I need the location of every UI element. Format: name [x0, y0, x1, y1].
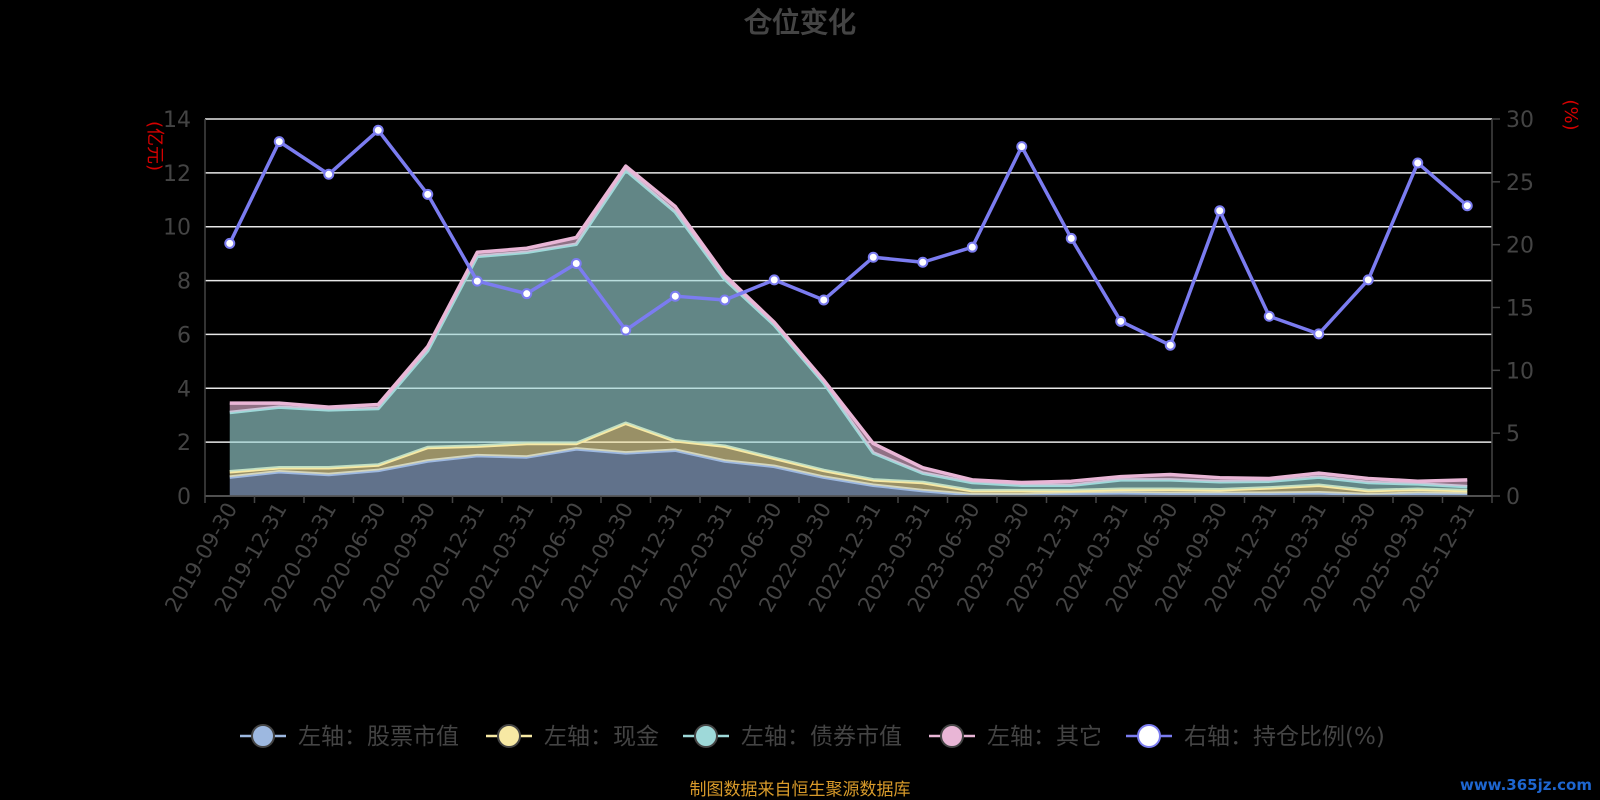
- axes: 024681012140510152025302019-09-302019-12…: [160, 108, 1534, 616]
- ratio-point: [323, 168, 335, 180]
- legend-item-1: 左轴：现金: [486, 724, 659, 750]
- ratio-point: [719, 294, 731, 306]
- legend-label: 左轴：现金: [544, 724, 659, 750]
- left-axis-tick-label: 2: [177, 431, 191, 456]
- ratio-point: [1313, 328, 1325, 340]
- legend-marker-icon: [940, 724, 964, 748]
- legend: 左轴：股票市值 左轴：现金 左轴：债券市值 左轴：其它 右轴：持仓比例(%): [240, 724, 1385, 750]
- left-axis-tick-label: 4: [177, 377, 191, 402]
- right-axis-unit: (%): [1560, 99, 1581, 130]
- right-axis-tick-label: 20: [1506, 234, 1534, 259]
- ratio-point: [867, 251, 879, 263]
- ratio-point: [521, 288, 533, 300]
- left-axis-tick-label: 10: [163, 216, 191, 241]
- legend-item-4: 右轴：持仓比例(%): [1126, 724, 1385, 750]
- ratio-point: [1362, 274, 1374, 286]
- ratio-line: [228, 128, 1469, 347]
- legend-label: 左轴：股票市值: [298, 724, 459, 750]
- area-fill-0: [229, 448, 1468, 496]
- ratio-point: [422, 188, 434, 200]
- right-axis-tick-label: 15: [1506, 297, 1534, 322]
- ratio-point: [570, 258, 582, 270]
- right-axis-tick-label: 25: [1506, 171, 1534, 196]
- legend-marker-icon: [694, 724, 718, 748]
- legend-item-2: 左轴：债券市值: [683, 724, 902, 750]
- left-axis-tick-label: 14: [163, 108, 191, 133]
- left-axis-tick-label: 12: [163, 162, 191, 187]
- right-axis-tick-label: 10: [1506, 359, 1534, 384]
- legend-item-3: 左轴：其它: [929, 724, 1102, 750]
- ratio-point: [224, 237, 236, 249]
- ratio-point: [273, 136, 285, 148]
- left-axis-tick-label: 6: [177, 323, 191, 348]
- ratio-point: [1263, 310, 1275, 322]
- ratio-point: [966, 241, 978, 253]
- watermark: www.365jz.com: [1459, 776, 1592, 794]
- ratio-point: [372, 124, 384, 136]
- legend-item-0: 左轴：股票市值: [240, 724, 459, 750]
- legend-marker-icon: [251, 724, 275, 748]
- ratio-point: [669, 290, 681, 302]
- ratio-point: [471, 275, 483, 287]
- right-axis-tick-label: 5: [1506, 422, 1520, 447]
- legend-label: 左轴：债券市值: [741, 724, 902, 750]
- left-axis-tick-label: 8: [177, 270, 191, 295]
- ratio-point: [1461, 200, 1473, 212]
- legend-label: 右轴：持仓比例(%): [1184, 724, 1385, 750]
- ratio-point: [818, 294, 830, 306]
- left-axis-unit: (亿元): [144, 121, 165, 171]
- right-axis-tick-label: 0: [1506, 485, 1520, 510]
- area-line-1: [229, 421, 1468, 493]
- ratio-point: [1164, 339, 1176, 351]
- legend-marker-icon: [497, 724, 521, 748]
- ratio-point: [917, 256, 929, 268]
- chart-title: 仓位变化: [744, 6, 856, 39]
- ratio-point: [1016, 141, 1028, 153]
- source-note: 制图数据来自恒生聚源数据库: [690, 780, 911, 800]
- stacked-area-series: [229, 164, 1468, 497]
- legend-label: 左轴：其它: [987, 724, 1102, 750]
- ratio-point: [1412, 157, 1424, 169]
- ratio-point: [1065, 232, 1077, 244]
- area-fill-1: [229, 423, 1468, 495]
- ratio-point: [620, 324, 632, 336]
- ratio-point: [768, 274, 780, 286]
- ratio-point: [1115, 315, 1127, 327]
- legend-marker-icon: [1137, 724, 1161, 748]
- right-axis-tick-label: 30: [1506, 108, 1534, 133]
- left-axis-tick-label: 0: [177, 485, 191, 510]
- area-line-3: [229, 164, 1468, 485]
- ratio-line-series: [224, 124, 1473, 351]
- ratio-point: [1214, 205, 1226, 217]
